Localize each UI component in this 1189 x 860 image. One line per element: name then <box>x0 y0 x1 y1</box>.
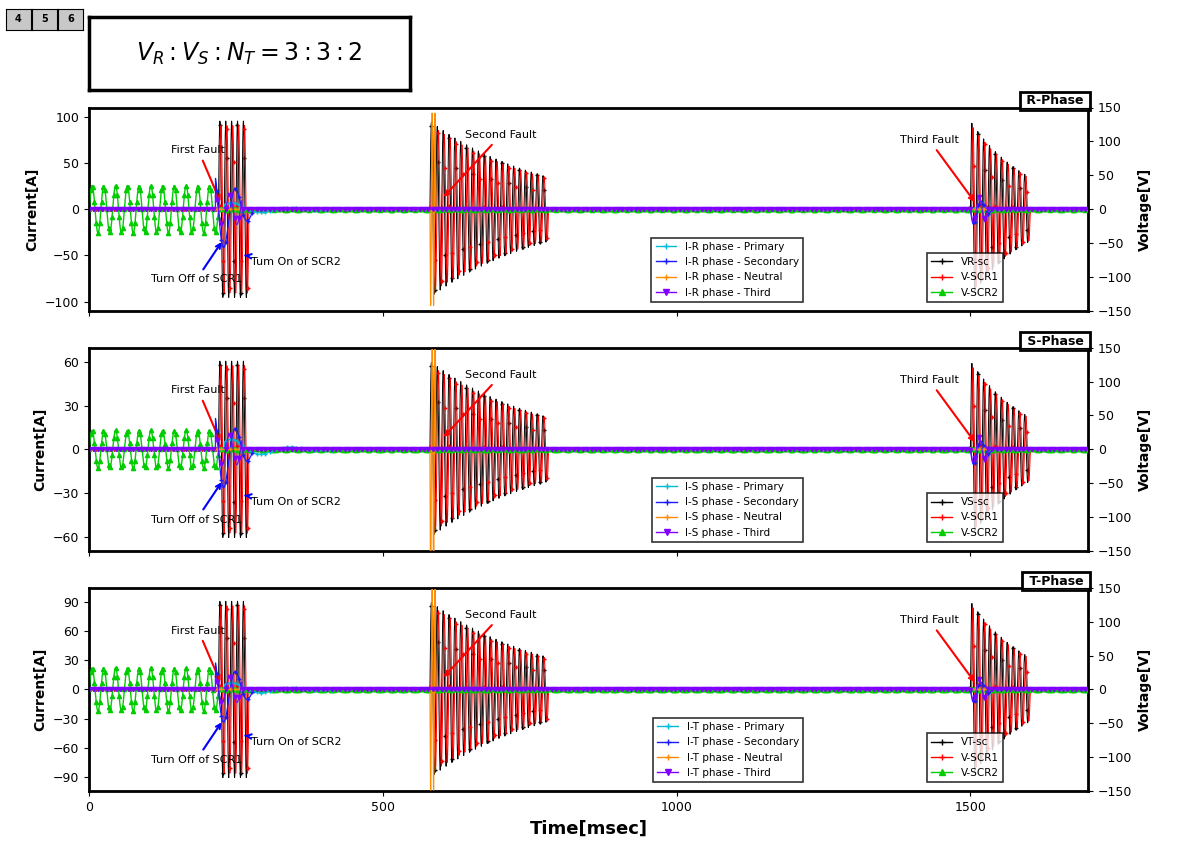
Y-axis label: Voltage[V]: Voltage[V] <box>1138 408 1152 491</box>
Legend: VS-sc, V-SCR1, V-SCR2: VS-sc, V-SCR1, V-SCR2 <box>927 493 1002 542</box>
Y-axis label: Current[A]: Current[A] <box>33 408 48 491</box>
Text: First Fault: First Fault <box>171 625 225 679</box>
Text: Second Fault: Second Fault <box>445 130 536 195</box>
Y-axis label: Current[A]: Current[A] <box>33 648 48 731</box>
Text: Turn Off of SCR1: Turn Off of SCR1 <box>151 244 243 285</box>
Text: First Fault: First Fault <box>171 385 225 439</box>
Text: 6: 6 <box>68 15 74 24</box>
Legend: VR-sc, V-SCR1, V-SCR2: VR-sc, V-SCR1, V-SCR2 <box>927 253 1002 302</box>
Text: Tum On of SCR2: Tum On of SCR2 <box>245 494 340 507</box>
Text: Turn Off of SCR1: Turn Off of SCR1 <box>151 724 243 765</box>
Legend: VT-sc, V-SCR1, V-SCR2: VT-sc, V-SCR1, V-SCR2 <box>927 734 1002 782</box>
Text: T-Phase: T-Phase <box>1025 574 1088 587</box>
Text: R-Phase: R-Phase <box>1023 95 1088 108</box>
Text: Third Fault: Third Fault <box>900 135 974 200</box>
Y-axis label: Current[A]: Current[A] <box>25 168 39 251</box>
Text: Second Fault: Second Fault <box>445 370 536 435</box>
Text: Third Fault: Third Fault <box>900 375 974 440</box>
Y-axis label: Voltage[V]: Voltage[V] <box>1138 168 1152 251</box>
Y-axis label: Voltage[V]: Voltage[V] <box>1138 648 1152 731</box>
Text: First Fault: First Fault <box>171 145 225 200</box>
Text: $V_R:V_S:N_T=3:3:2$: $V_R:V_S:N_T=3:3:2$ <box>137 40 363 67</box>
Text: 5: 5 <box>42 15 48 24</box>
Text: 4: 4 <box>15 15 21 24</box>
X-axis label: Time[msec]: Time[msec] <box>529 820 648 838</box>
Text: Tum On of SCR2: Tum On of SCR2 <box>245 254 340 267</box>
Text: Turn On of SCR2: Turn On of SCR2 <box>245 734 341 747</box>
Text: Turn Off of SCR1: Turn Off of SCR1 <box>151 484 243 525</box>
Text: Third Fault: Third Fault <box>900 615 974 680</box>
Text: Second Fault: Second Fault <box>445 611 536 676</box>
Text: S-Phase: S-Phase <box>1023 335 1088 347</box>
